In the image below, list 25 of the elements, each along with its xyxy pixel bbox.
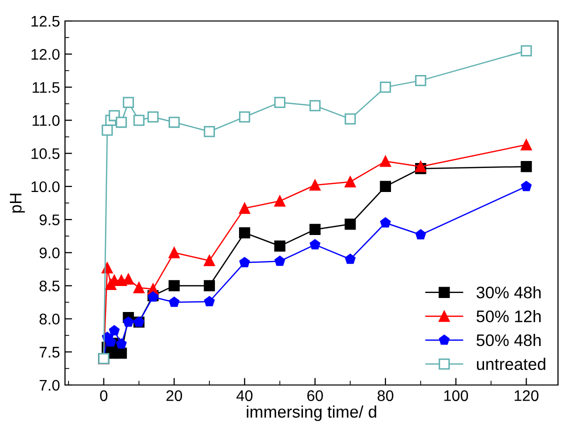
x-tick-label: 100 (444, 390, 468, 402)
legend-label: 30% 48h (476, 286, 541, 298)
x-tick-label: 80 (378, 390, 394, 402)
x-axis-title: immersing time/ d (246, 405, 376, 422)
y-tick-label: 8.0 (40, 314, 60, 325)
x-tick-label: 60 (307, 390, 323, 402)
legend-label: untreated (476, 358, 546, 370)
legend-label: 50% 12h (476, 310, 541, 322)
x-tick-label: 0 (100, 390, 108, 402)
x-tick-label: 20 (166, 390, 182, 402)
y-tick-label: 7.5 (40, 346, 60, 358)
y-tick-label: 7.0 (40, 380, 60, 391)
x-tick-label: 120 (514, 390, 538, 402)
y-tick-label: 10.0 (32, 181, 60, 192)
y-tick-label: 9.5 (40, 214, 60, 226)
legend-label: 50% 48h (476, 334, 541, 346)
x-tick-label: 40 (236, 390, 252, 402)
y-tick-label: 12.0 (32, 48, 60, 60)
y-tick-label: 11.5 (32, 82, 60, 93)
y-tick-label: 9.0 (40, 248, 60, 258)
y-tick-label: 11.0 (32, 115, 60, 126)
y-tick-label: 8.5 (40, 280, 60, 292)
y-axis-title: pH (10, 194, 25, 213)
y-tick-label: 12.5 (32, 16, 60, 27)
y-tick-label: 10.5 (32, 148, 60, 160)
